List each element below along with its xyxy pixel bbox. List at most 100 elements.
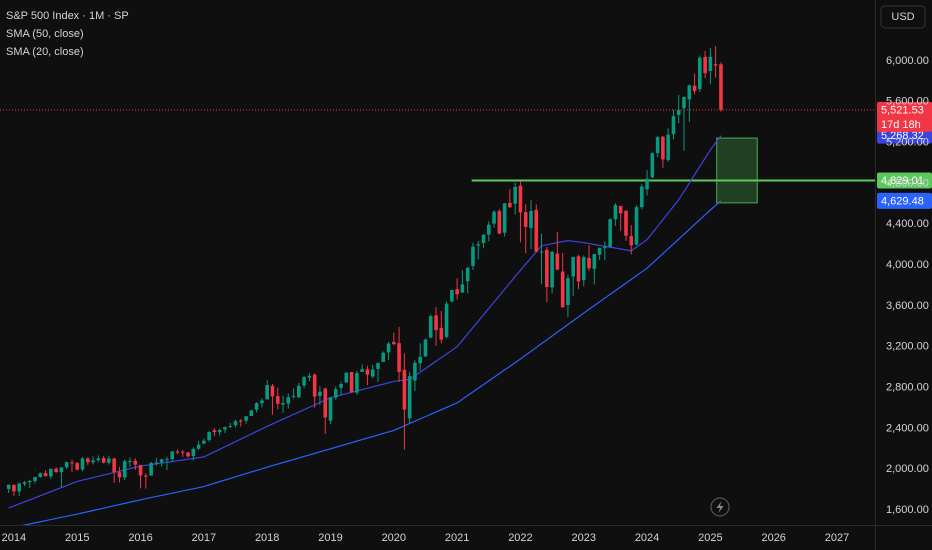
candle-body: [650, 153, 655, 178]
candle-body: [560, 271, 565, 308]
candle-body: [450, 290, 454, 302]
candle-body: [291, 395, 296, 397]
candle-body: [270, 385, 275, 397]
candle-body: [376, 363, 380, 369]
candle-body: [265, 385, 269, 400]
plot-area: [0, 46, 875, 525]
candle-body: [571, 256, 575, 277]
candle-body: [281, 403, 285, 405]
sma-tag: 4,629.48: [881, 195, 924, 207]
candle-body: [122, 461, 127, 478]
candle-body: [370, 369, 375, 377]
candle-body: [207, 432, 211, 441]
candle-body: [719, 64, 723, 110]
candle-body: [275, 396, 280, 404]
level-tag: 4,829.01: [881, 175, 924, 187]
candle-body: [407, 376, 412, 419]
candle-body: [508, 202, 512, 208]
candle-body: [233, 421, 238, 426]
candle-body: [587, 257, 591, 269]
candle-body: [566, 278, 570, 305]
candle-body: [423, 339, 428, 357]
candle-body: [465, 267, 470, 282]
x-tick-label: 2022: [508, 532, 532, 544]
x-tick-label: 2021: [445, 532, 469, 544]
candle-body: [138, 465, 143, 476]
candle-body: [592, 253, 597, 269]
y-tick-label: 2,800.00: [886, 381, 929, 393]
y-tick-label: 6,000.00: [886, 55, 929, 67]
candle-body: [70, 462, 74, 464]
candle-body: [529, 211, 533, 228]
level-tag-bg: [877, 172, 932, 189]
candle-body: [33, 476, 37, 482]
candle-body: [191, 448, 196, 457]
candle-body: [80, 458, 85, 470]
candle-body: [365, 369, 370, 375]
candle-body: [486, 224, 491, 235]
candle-body: [381, 352, 386, 362]
price-tag-bg: [877, 101, 932, 132]
currency-button[interactable]: [880, 5, 926, 29]
candle-body: [318, 391, 322, 397]
candle-body: [244, 416, 248, 421]
currency-label[interactable]: USD: [891, 11, 914, 23]
candle-body: [661, 136, 665, 160]
candle-body: [186, 452, 190, 457]
y-tick-label: 2,000.00: [886, 463, 929, 475]
candle-body: [307, 375, 312, 378]
candle-body: [671, 116, 676, 135]
candle-body: [497, 211, 502, 234]
candle-body: [217, 430, 222, 433]
sma-line: [8, 135, 722, 509]
candle-body: [698, 57, 702, 90]
candle-body: [455, 289, 459, 295]
candle-body: [323, 388, 328, 418]
lightning-icon[interactable]: [710, 497, 730, 517]
candle-body: [502, 203, 507, 233]
candle-body: [180, 451, 185, 453]
candle-body: [386, 343, 391, 353]
candle-body: [428, 316, 433, 338]
candle-body: [17, 483, 21, 492]
zone-box: [716, 137, 758, 204]
candle-body: [555, 253, 560, 270]
candle-body: [128, 461, 132, 463]
chart-title: S&P 500 Index · 1M · SP: [6, 10, 129, 22]
candle-body: [59, 467, 64, 473]
candle-body: [360, 369, 364, 372]
candle-body: [682, 96, 686, 109]
candle-body: [413, 362, 417, 381]
candle-body: [91, 460, 95, 463]
candle-body: [397, 343, 401, 372]
price-tag: 5,521.53: [881, 104, 924, 116]
candle-body: [392, 342, 396, 345]
candle-body: [703, 56, 707, 74]
candle-body: [54, 468, 58, 473]
candle-body: [27, 481, 32, 483]
candle-body: [133, 460, 138, 465]
legend-entry: SMA (20, close): [6, 46, 84, 58]
y-tick-label: 5,600.00: [886, 96, 929, 108]
candle-body: [312, 374, 317, 397]
x-tick-label: 2016: [128, 532, 152, 544]
candle-body: [434, 315, 438, 331]
candle-body: [666, 134, 670, 160]
candle-body: [539, 251, 544, 253]
y-tick-label: 2,400.00: [886, 422, 929, 434]
candle-body: [545, 249, 549, 288]
candle-body: [260, 400, 264, 404]
countdown: 17d 18h: [881, 119, 921, 131]
candle-body: [6, 484, 11, 489]
legend-entry: SMA (50, close): [6, 28, 84, 40]
candle-body: [49, 468, 53, 477]
candle-body: [238, 420, 243, 422]
candle-body: [402, 369, 407, 410]
candle-body: [597, 247, 602, 255]
candle-body: [144, 475, 148, 477]
candle-body: [328, 397, 333, 421]
candle-body: [444, 303, 449, 337]
x-tick-label: 2014: [2, 532, 26, 544]
